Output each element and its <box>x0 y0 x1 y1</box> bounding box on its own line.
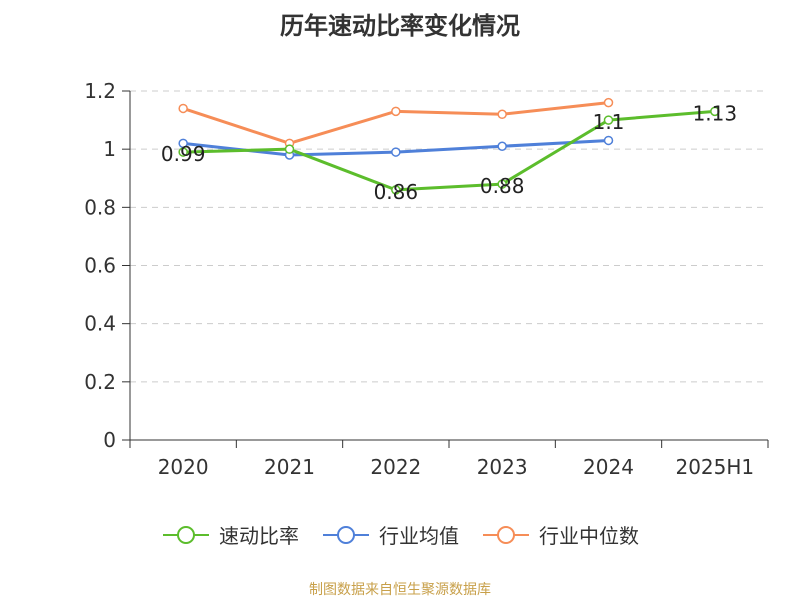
data-label: 0.86 <box>374 180 419 204</box>
data-labels: 0.99 0.86 0.88 1.1 1.13 <box>161 101 737 204</box>
data-point <box>178 103 188 114</box>
series-line-0 <box>183 109 715 192</box>
legend-item[interactable]: 行业均值 <box>321 520 459 549</box>
y-tick-label: 0.6 <box>84 254 116 278</box>
data-point <box>497 179 507 189</box>
legend-item[interactable]: 行业中位数 <box>481 520 639 549</box>
legend-item[interactable]: 速动比率 <box>161 520 299 549</box>
x-tick-label: 2025H1 <box>675 455 754 479</box>
y-tick-label: 0.8 <box>84 195 116 219</box>
data-point <box>284 144 295 154</box>
data-point <box>391 106 401 117</box>
data-point <box>391 185 401 195</box>
series-lines <box>178 97 720 195</box>
legend-swatch-icon <box>163 525 209 544</box>
x-tick-label: 2023 <box>477 455 528 479</box>
data-point <box>603 97 614 108</box>
y-tick-label: 0 <box>103 428 116 452</box>
data-point <box>391 147 401 157</box>
legend-marker <box>497 525 515 544</box>
legend-marker <box>337 525 355 544</box>
legend-label: 行业均值 <box>379 524 459 548</box>
legend-label: 行业中位数 <box>539 524 639 548</box>
data-point <box>497 141 507 152</box>
data-point <box>497 109 507 120</box>
legend-marker <box>177 525 195 544</box>
data-point <box>710 106 720 117</box>
legend-swatch-icon <box>483 525 529 544</box>
legend-swatch-icon <box>323 525 369 544</box>
axes: 0 0.2 0.4 0.6 0.8 1 1.2 2020 2021 2022 2023 2024 202… <box>84 79 769 479</box>
data-point <box>603 135 614 146</box>
data-label: 1.13 <box>693 101 738 125</box>
grid-lines <box>130 90 768 383</box>
data-point <box>178 147 188 157</box>
legend-label: 速动比率 <box>219 524 299 548</box>
x-tick-label: 2024 <box>583 455 634 479</box>
y-tick-label: 0.4 <box>84 312 116 336</box>
data-point <box>603 115 614 125</box>
source-note: 制图数据来自恒生聚源数据库 <box>309 582 491 598</box>
data-label: 0.88 <box>480 174 525 198</box>
legend: 速动比率 行业均值 行业中位数 <box>0 520 800 549</box>
y-tick-label: 1.2 <box>84 79 116 103</box>
x-tick-label: 2021 <box>264 455 315 479</box>
chart-title: 历年速动比率变化情况 <box>280 12 520 40</box>
data-label: 0.99 <box>161 142 206 166</box>
line-chart: 0 0.2 0.4 0.6 0.8 1 1.2 2020 2021 2022 2023 2024 202… <box>84 79 769 479</box>
y-tick-label: 1 <box>103 137 116 161</box>
x-tick-label: 2020 <box>158 455 209 479</box>
data-label: 1.1 <box>593 110 625 134</box>
y-tick-label: 0.2 <box>84 370 116 394</box>
x-tick-label: 2022 <box>370 455 421 479</box>
